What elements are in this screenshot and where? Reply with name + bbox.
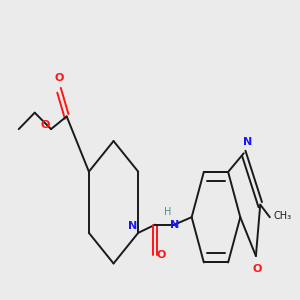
Text: O: O xyxy=(253,264,262,274)
Text: H: H xyxy=(164,207,172,217)
Text: O: O xyxy=(40,120,50,130)
Text: O: O xyxy=(157,250,166,260)
Text: O: O xyxy=(54,73,64,82)
Text: N: N xyxy=(128,221,137,231)
Text: N: N xyxy=(243,137,252,147)
Text: CH₃: CH₃ xyxy=(273,212,291,221)
Text: N: N xyxy=(170,220,180,230)
